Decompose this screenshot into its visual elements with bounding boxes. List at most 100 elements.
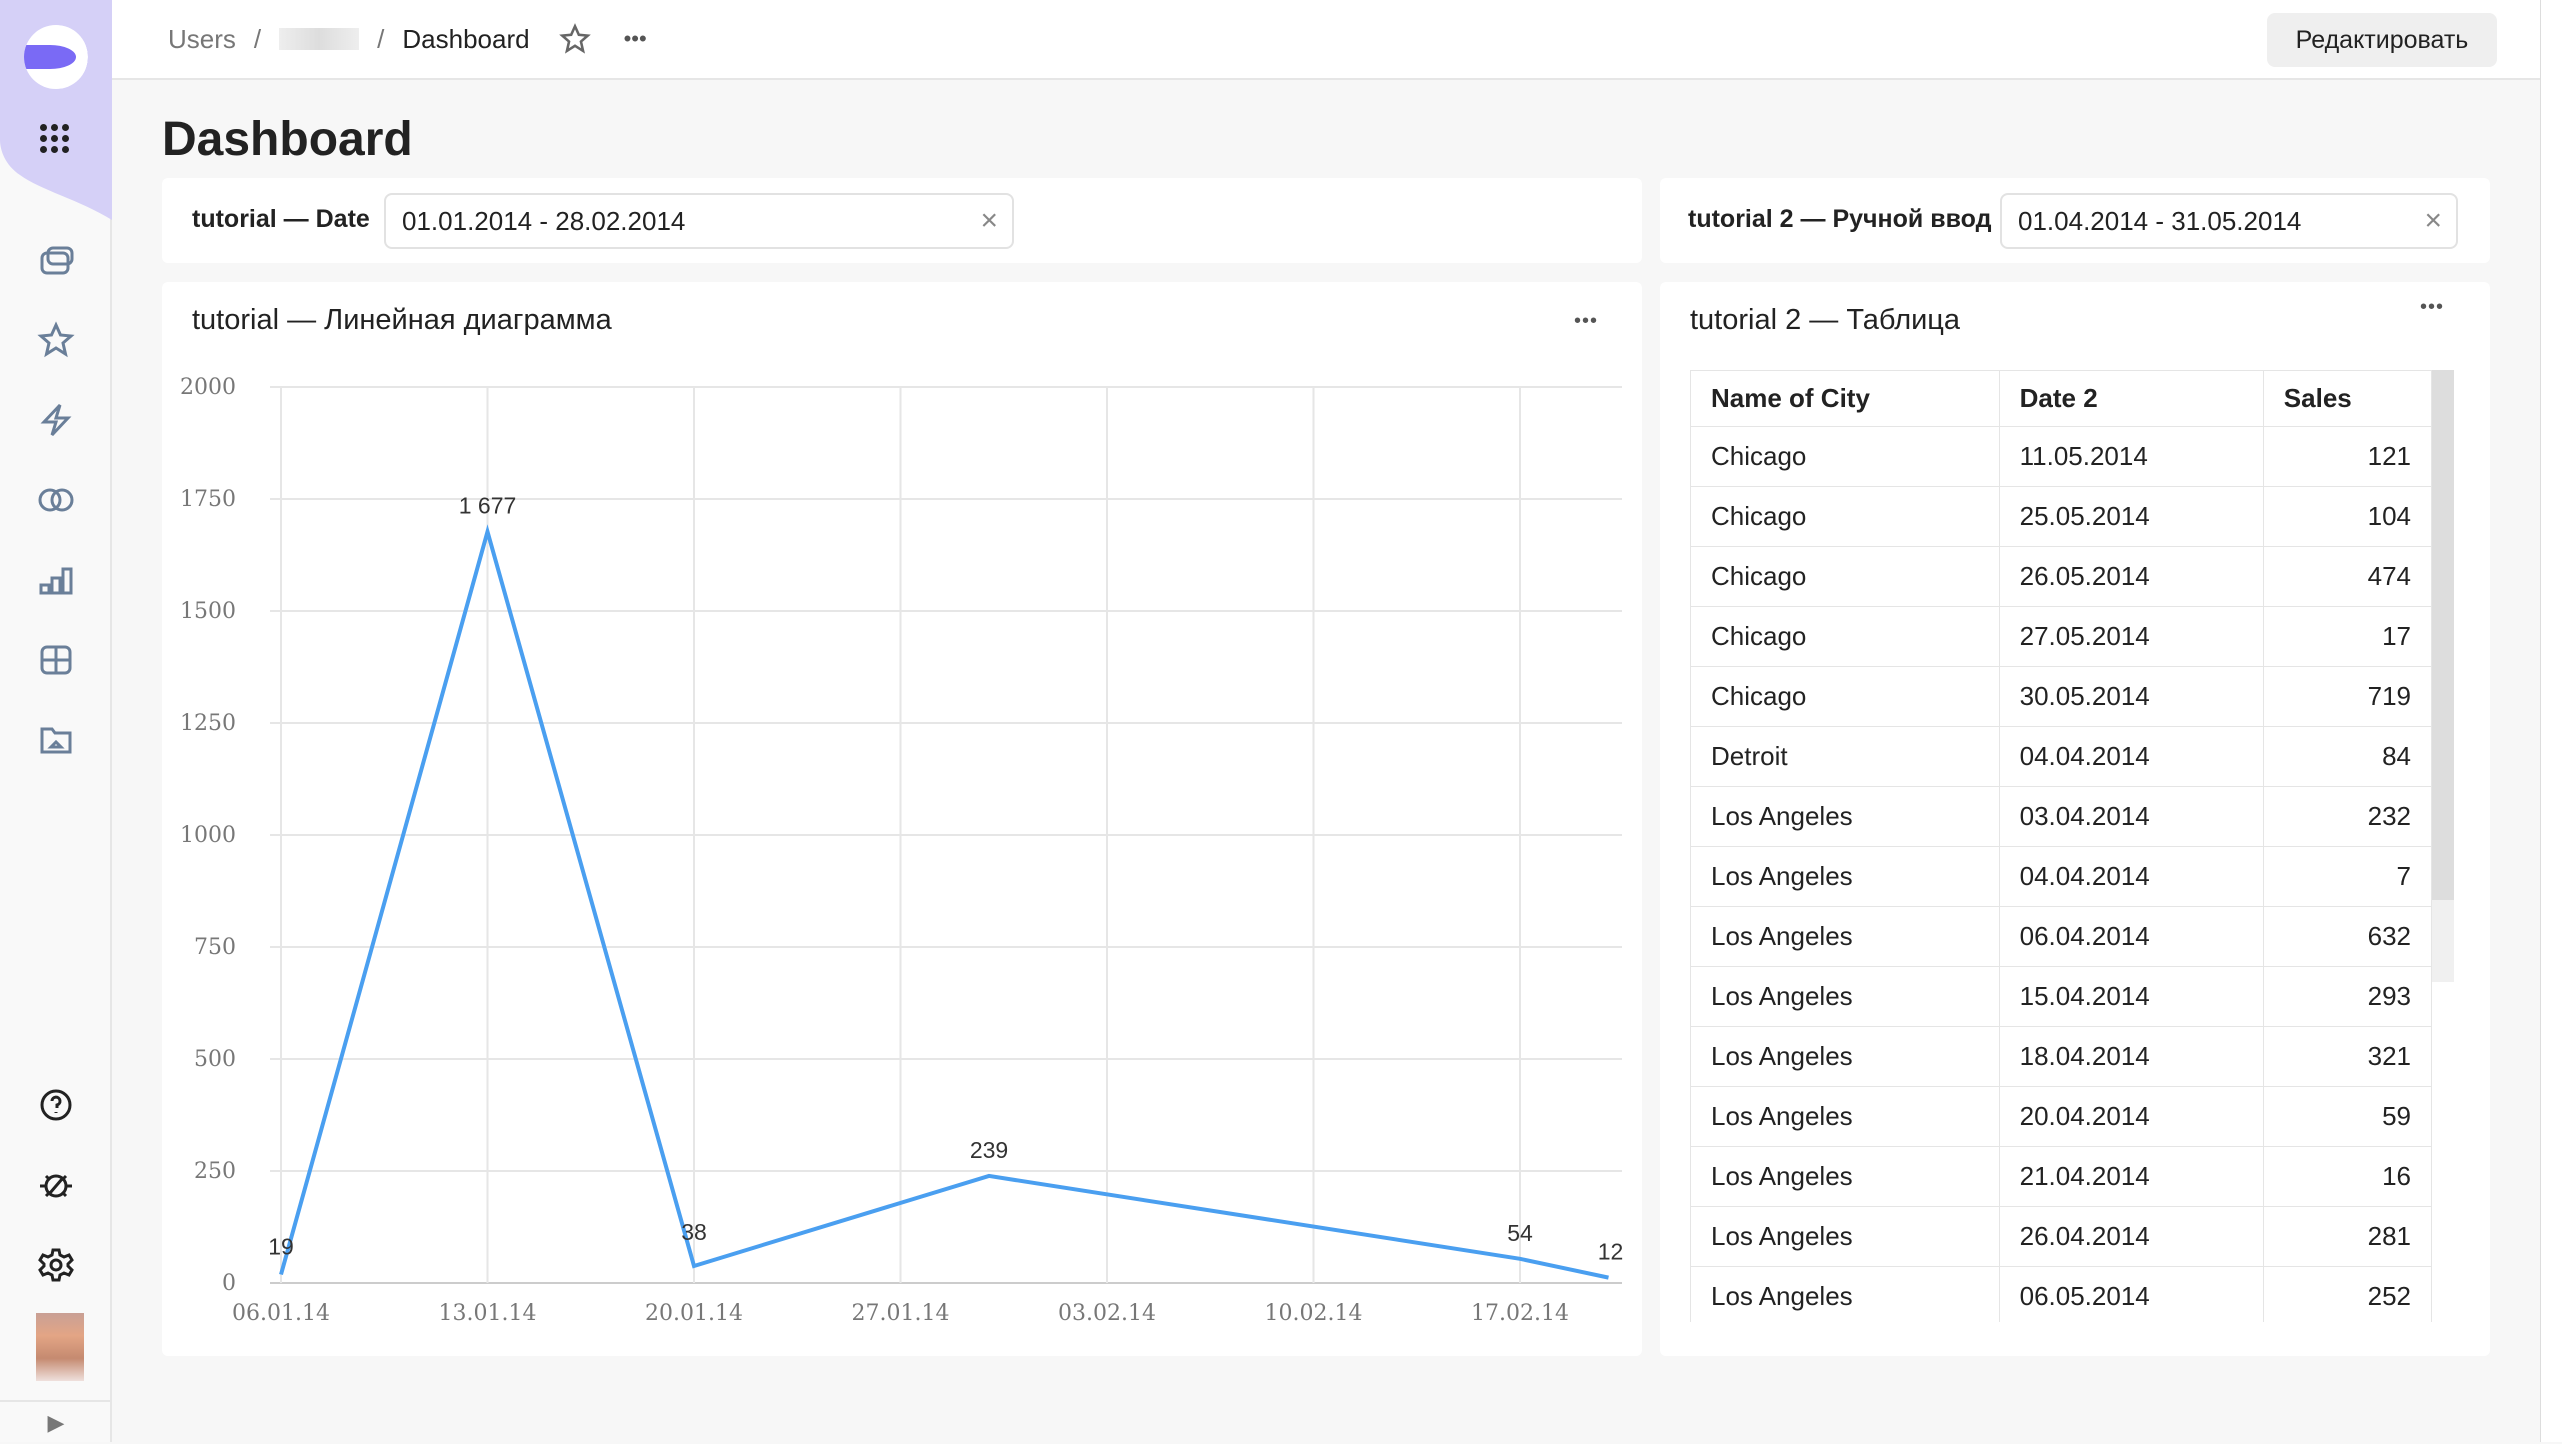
page-scrollbar[interactable] [2540,0,2562,1442]
x-tick-label: 06.01.14 [232,1301,330,1326]
table-row: Los Angeles 26.04.2014 281 [1690,1206,2433,1267]
breadcrumb: Users / / Dashboard ••• [168,22,647,56]
breadcrumb-users[interactable]: Users [168,23,236,54]
cell-city: Los Angeles [1690,846,2000,907]
cell-sales: 252 [2262,1266,2433,1322]
cell-city: Detroit [1690,726,2000,787]
page-title: Dashboard [162,113,413,166]
top-bar: Users / / Dashboard ••• Редактировать [112,0,2540,80]
clear-icon[interactable]: × [980,204,998,237]
cell-sales: 232 [2262,786,2433,847]
cell-date: 04.04.2014 [1998,846,2264,907]
data-line [279,524,1609,1280]
cell-sales: 321 [2262,1026,2433,1087]
cell-city: Chicago [1690,606,2000,667]
data-label: 1 677 [459,493,517,519]
table-scrollbar-thumb[interactable] [2432,370,2454,900]
breadcrumb-separator: / [253,23,262,54]
cell-city: Chicago [1690,546,2000,607]
cell-date: 11.05.2014 [1998,426,2264,487]
favorites-star-icon[interactable] [36,320,76,360]
cell-sales: 17 [2262,606,2433,667]
column-header-sales[interactable]: Sales [2262,370,2433,427]
cell-date: 03.04.2014 [1998,786,2264,847]
cell-city: Chicago [1690,666,2000,727]
x-tick-label: 10.02.14 [1265,1301,1363,1326]
logo[interactable] [24,25,88,89]
widget-menu-icon[interactable]: ••• [2420,296,2445,318]
cell-date: 15.04.2014 [1998,966,2264,1027]
data-table: Name of City Date 2 Sales Chicago 11.05.2… [1690,370,2433,1322]
date-range-input[interactable]: 01.01.2014 - 28.02.2014 × [384,193,1014,249]
cell-city: Los Angeles [1690,1086,2000,1147]
user-avatar[interactable] [36,1313,84,1381]
cell-city: Los Angeles [1690,966,2000,1027]
more-actions-icon[interactable]: ••• [623,26,647,51]
data-label: 19 [268,1233,294,1259]
y-tick-label: 1500 [180,599,236,624]
line-chart-widget: tutorial — Линейная диаграмма ••• 0 250 50… [162,282,1642,1356]
data-label: 239 [970,1137,1008,1163]
folder-icon[interactable] [36,720,76,760]
cell-date: 21.04.2014 [1998,1146,2264,1207]
cell-sales: 59 [2262,1086,2433,1147]
y-tick-label: 1750 [180,487,236,512]
date-range-input[interactable]: 01.04.2014 - 31.05.2014 × [2000,193,2458,249]
cell-city: Chicago [1690,486,2000,547]
lightning-icon[interactable] [36,400,76,440]
dashboards-icon[interactable] [36,640,76,680]
bug-report-icon[interactable] [36,1165,76,1205]
filter-label: tutorial 2 — Ручной ввод [1688,205,1992,233]
table-widget: tutorial 2 — Таблица ••• Name of City Da… [1660,282,2490,1356]
column-header-city[interactable]: Name of City [1690,370,2000,427]
data-label: 54 [1507,1220,1533,1246]
filter-manual-panel: tutorial 2 — Ручной ввод 01.04.2014 - 31… [1660,178,2490,263]
breadcrumb-separator: / [377,23,385,54]
collapse-sidebar-button[interactable]: ▶ [0,1400,112,1442]
date-range-value: 01.01.2014 - 28.02.2014 [402,206,686,236]
favorite-star-icon[interactable] [558,22,592,56]
cell-date: 25.05.2014 [1998,486,2264,547]
table-row: Chicago 26.05.2014 474 [1690,546,2433,607]
clear-icon[interactable]: × [2424,204,2442,237]
widget-title: tutorial — Линейная диаграмма [192,304,612,336]
cell-sales: 84 [2262,726,2433,787]
widget-title: tutorial 2 — Таблица [1690,304,1961,336]
cell-sales: 293 [2262,966,2433,1027]
y-tick-label: 1250 [180,711,236,736]
date-range-value: 01.04.2014 - 31.05.2014 [2018,206,2302,236]
breadcrumb-dashboard: Dashboard [402,23,530,54]
y-tick-label: 1000 [180,823,236,848]
y-tick-label: 500 [194,1047,236,1072]
cell-city: Los Angeles [1690,1266,2000,1322]
filter-date-panel: tutorial — Date 01.01.2014 - 28.02.2014 × [162,178,1642,263]
data-label: 12 [1598,1239,1624,1265]
table-header-row: Name of City Date 2 Sales [1690,370,2433,427]
column-header-date[interactable]: Date 2 [1998,370,2264,427]
help-icon[interactable] [36,1085,76,1125]
x-tick-label: 27.01.14 [852,1301,950,1326]
charts-icon[interactable] [36,560,76,600]
cell-date: 20.04.2014 [1998,1086,2264,1147]
breadcrumb-blurred-folder[interactable] [279,28,360,50]
cell-date: 04.04.2014 [1998,726,2264,787]
cell-city: Los Angeles [1690,1206,2000,1267]
cell-city: Los Angeles [1690,786,2000,847]
table-row: Los Angeles 06.05.2014 252 [1690,1266,2433,1322]
table-row: Los Angeles 18.04.2014 321 [1690,1026,2433,1087]
edit-button[interactable]: Редактировать [2267,13,2497,67]
widget-menu-icon[interactable]: ••• [1574,310,1599,332]
table-row: Chicago 25.05.2014 104 [1690,486,2433,547]
settings-gear-icon[interactable] [36,1245,76,1285]
line-chart: 0 250 500 750 1000 1250 1500 1750 2000 06.01.14 13… [180,375,1624,1326]
apps-grid-icon[interactable] [40,124,70,154]
cell-city: Chicago [1690,426,2000,487]
cell-sales: 104 [2262,486,2433,547]
data-label: 38 [681,1219,707,1245]
collections-icon[interactable] [36,241,76,281]
y-tick-label: 750 [194,935,236,960]
y-tick-label: 2000 [180,375,236,400]
connections-icon[interactable] [36,480,76,520]
cell-city: Los Angeles [1690,1026,2000,1087]
table-row: Los Angeles 03.04.2014 232 [1690,786,2433,847]
